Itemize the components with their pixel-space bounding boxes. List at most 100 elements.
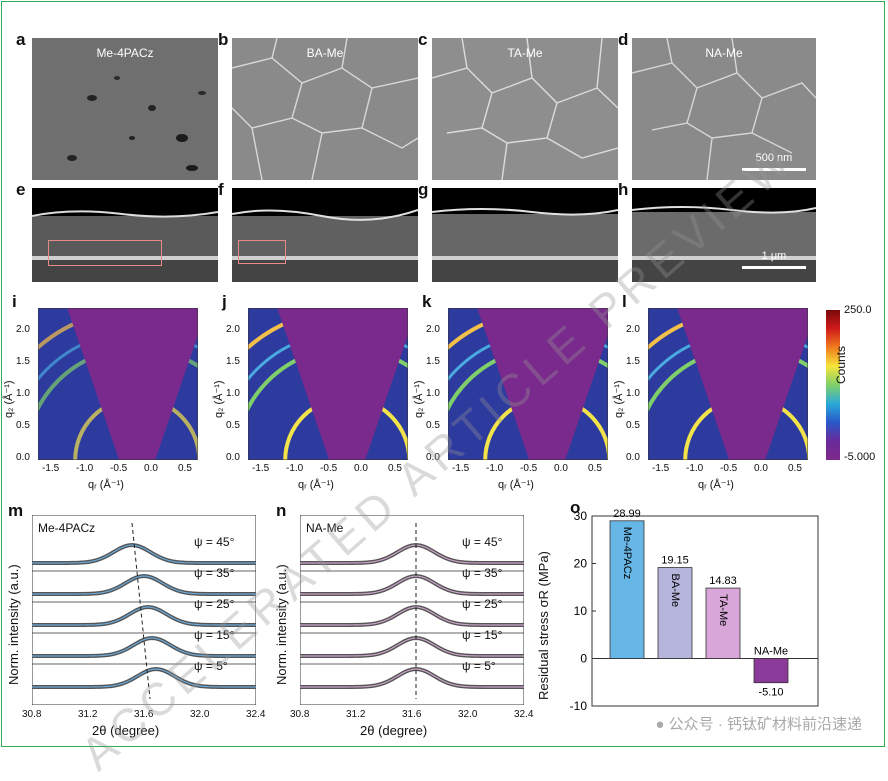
giwaxs-ytick-j: 2.0 [226, 324, 240, 335]
figure-frame [1, 1, 885, 747]
sem-image-a: Me-4PACz [32, 38, 218, 180]
xrd-xtick-m: 31.2 [78, 709, 98, 720]
giwaxs-ytick-k: 0.5 [426, 420, 440, 431]
panel-letter-e: e [16, 180, 26, 199]
bar-category-label: NA-Me [754, 646, 788, 658]
scale-label-1um: 1 μm [761, 250, 787, 262]
giwaxs-xtick-j: -1.5 [252, 463, 270, 474]
bar-ytick-label: 20 [574, 557, 588, 571]
giwaxs-xtick-l: 0.5 [788, 463, 802, 474]
xrd-fit [32, 606, 256, 626]
bar-ylabel: Residual stress σR (MPa) [536, 551, 551, 700]
giwaxs-ytick-i: 1.5 [16, 356, 30, 367]
sem-texture-d [632, 38, 816, 180]
cross-section-h: 1 μm [632, 188, 816, 282]
giwaxs-ytick-i: 0.5 [16, 420, 30, 431]
cross-texture-e [32, 210, 218, 282]
sem-image-c: TA-Me [432, 38, 618, 180]
giwaxs-xlabel-i: qᵣ (Å⁻¹) [88, 479, 124, 491]
panel-letter-a: a [16, 30, 26, 49]
giwaxs-xlabel-j: qᵣ (Å⁻¹) [298, 479, 334, 491]
panel-letter-i: i [12, 292, 17, 311]
giwaxs-ytick-k: 2.0 [426, 324, 440, 335]
panel-letter-n: n [276, 501, 287, 520]
giwaxs-xtick-k: 0.0 [554, 463, 568, 474]
giwaxs-xtick-l: -1.0 [686, 463, 704, 474]
giwaxs-xtick-k: -1.0 [486, 463, 504, 474]
giwaxs-xtick-j: -1.0 [286, 463, 304, 474]
footer-caption: ● 公众号 · 钙钛矿材料前沿速递 [655, 713, 862, 734]
cross-section-f [232, 188, 418, 282]
xrd-fit [32, 668, 256, 688]
xrd-psi-label: ψ = 45° [462, 535, 503, 549]
xrd-psi-label: ψ = 5° [462, 659, 496, 673]
xrd-xtick-m: 30.8 [22, 709, 42, 720]
colorbar-gradient [826, 310, 840, 460]
bar-category-label: TA-Me [717, 594, 729, 626]
cross-texture-f [232, 209, 418, 282]
bar-0 [609, 520, 645, 659]
giwaxs-xtick-j: -0.5 [320, 463, 338, 474]
bar-2 [705, 587, 741, 659]
giwaxs-map-l [648, 308, 808, 460]
giwaxs-xtick-k: 0.5 [588, 463, 602, 474]
colorbar-min: -5.000 [844, 451, 876, 463]
sem-label-a: Me-4PACz [96, 46, 154, 60]
xrd-psi-label: ψ = 15° [194, 628, 235, 642]
colorbar-max: 250.0 [844, 304, 872, 316]
xrd-xtick-m: 32.0 [190, 709, 210, 720]
xrd-xtick-n: 30.8 [290, 709, 310, 720]
bar-value-label: 14.83 [709, 575, 737, 587]
xrd-xtick-m: 31.6 [134, 709, 154, 720]
bar-3 [753, 658, 789, 684]
bar-category-label: Me-4PACz [621, 527, 633, 579]
bar-1 [657, 567, 693, 659]
giwaxs-ytick-l: 0.0 [626, 452, 640, 463]
xrd-xtick-m: 32.4 [246, 709, 266, 720]
panel-letter-k: k [422, 292, 432, 311]
peak-guide-line [131, 522, 151, 700]
giwaxs-ytick-l: 1.0 [626, 388, 640, 399]
panel-letter-o: o [570, 498, 581, 517]
giwaxs-ytick-l: 2.0 [626, 324, 640, 335]
giwaxs-xtick-i: -1.0 [76, 463, 94, 474]
giwaxs-ytick-j: 1.0 [226, 388, 240, 399]
giwaxs-xtick-l: 0.0 [754, 463, 768, 474]
missing-wedge [67, 308, 198, 460]
bar-ytick-label: 0 [580, 652, 587, 666]
xrd-psi-label: ψ = 25° [194, 597, 235, 611]
giwaxs-xtick-i: 0.0 [144, 463, 158, 474]
sem-texture-b [232, 38, 418, 180]
xrd-psi-label: ψ = 5° [194, 659, 228, 673]
bar-value-label: -5.10 [758, 687, 783, 699]
xrd-fit [32, 544, 256, 564]
xrd-plot-n [300, 515, 524, 705]
cross-texture-h [632, 206, 816, 282]
wechat-icon: ● [655, 716, 665, 733]
giwaxs-xtick-j: 0.5 [388, 463, 402, 474]
xrd-psi-label: ψ = 35° [194, 566, 235, 580]
xrd-plot-m [32, 515, 256, 705]
giwaxs-ytick-i: 2.0 [16, 324, 30, 335]
panel-letter-h: h [618, 180, 629, 199]
giwaxs-ytick-i: 0.0 [16, 452, 30, 463]
giwaxs-xlabel-l: qᵣ (Å⁻¹) [698, 479, 734, 491]
bar-ytick-label: 10 [574, 604, 588, 618]
xrd-xtick-n: 31.6 [402, 709, 422, 720]
sem-image-b: BA-Me [232, 38, 418, 180]
panel-letter-c: c [418, 30, 428, 49]
sem-label-c: TA-Me [507, 46, 543, 60]
xrd-title-n: NA-Me [306, 521, 344, 535]
xrd-psi-label: ψ = 35° [462, 566, 503, 580]
scale-bar-1um [742, 266, 806, 269]
giwaxs-xtick-i: -0.5 [110, 463, 128, 474]
xrd-fit [300, 544, 524, 564]
giwaxs-map-k [448, 308, 608, 460]
panel-letter-b: b [218, 30, 229, 49]
xrd-xlabel-n: 2θ (degree) [360, 723, 428, 738]
bar-value-label: 19.15 [661, 555, 689, 567]
missing-wedge [677, 308, 808, 460]
panel-letter-g: g [418, 180, 429, 199]
xrd-fit [300, 637, 524, 657]
giwaxs-xlabel-k: qᵣ (Å⁻¹) [498, 479, 534, 491]
